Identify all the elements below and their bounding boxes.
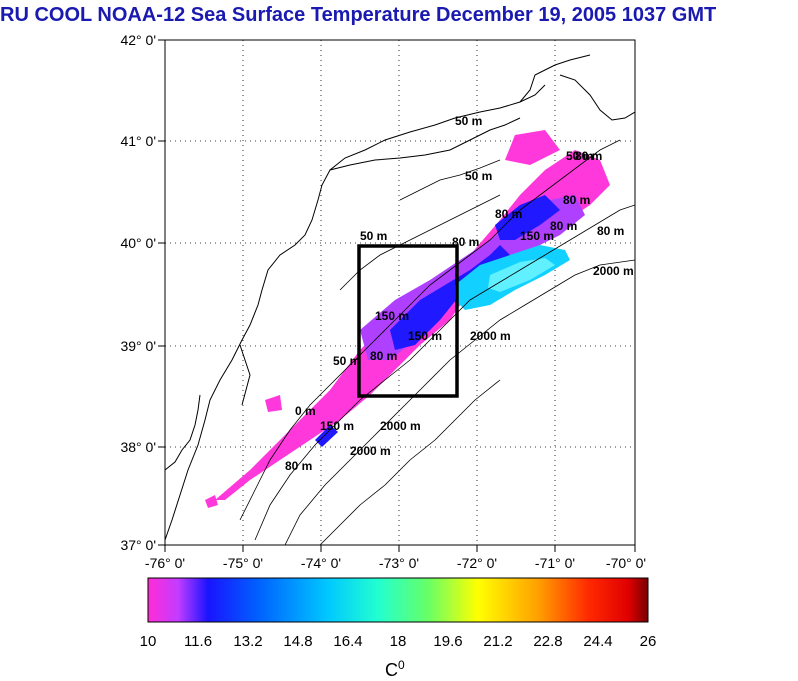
depth-label: 80 m	[563, 193, 590, 207]
lon-label: -74° 0'	[301, 555, 341, 571]
sst-data-swath	[205, 130, 610, 508]
bathymetry-contours	[239, 139, 635, 545]
lon-label: -72° 0'	[457, 555, 497, 571]
colorbar-tick: 18	[389, 633, 407, 650]
lat-label: 42° 0'	[120, 32, 156, 48]
depth-label: 2000 m	[470, 329, 511, 343]
map-title: RU COOL NOAA-12 Sea Surface Temperature …	[0, 4, 717, 26]
colorbar-unit: C0	[385, 658, 405, 681]
latitude-labels: 42° 0' 41° 0' 40° 0' 39° 0' 38° 0' 37° 0…	[120, 32, 156, 553]
depth-label: 150 m	[520, 229, 554, 243]
colorbar	[147, 577, 649, 623]
colorbar-tick: 24.4	[583, 633, 613, 650]
depth-label: 2000 m	[593, 264, 634, 278]
colorbar-tick: 19.6	[433, 633, 463, 650]
depth-label: 50 m	[333, 354, 360, 368]
depth-label: 50 m	[455, 114, 482, 128]
depth-label: 150 m	[320, 419, 354, 433]
lon-label: -70° 0'	[606, 555, 646, 571]
depth-label: 50 m	[566, 149, 593, 163]
lat-label: 41° 0'	[120, 133, 156, 149]
depth-label: 150 m	[375, 309, 409, 323]
longitude-labels: -76° 0' -75° 0' -74° 0' -73° 0' -72° 0' …	[145, 555, 646, 571]
colorbar-tick: 16.4	[333, 633, 363, 650]
coastline	[165, 54, 635, 541]
lon-label: -73° 0'	[379, 555, 419, 571]
depth-label: 80 m	[285, 459, 312, 473]
lat-label: 37° 0'	[120, 537, 156, 553]
axis-ticks	[158, 39, 636, 552]
lat-label: 39° 0'	[120, 338, 156, 354]
colorbar-tick: 26	[639, 633, 657, 650]
colorbar-unit-sup: 0	[398, 658, 405, 672]
depth-label: 2000 m	[380, 419, 421, 433]
colorbar-tick: 13.2	[233, 633, 263, 650]
depth-label: 80 m	[550, 219, 577, 233]
depth-label: 80 m	[495, 207, 522, 221]
lon-label: -76° 0'	[145, 555, 185, 571]
colorbar-tick: 22.8	[533, 633, 563, 650]
colorbar-unit-text: C	[385, 660, 398, 680]
lat-label: 40° 0'	[120, 235, 156, 251]
lon-label: -75° 0'	[223, 555, 263, 571]
depth-label: 80 m	[452, 235, 479, 249]
lat-label: 38° 0'	[120, 439, 156, 455]
depth-label: 80 m	[370, 349, 397, 363]
colorbar-tick: 14.8	[283, 633, 313, 650]
colorbar-tick: 11.6	[183, 633, 213, 650]
depth-label: 50 m	[360, 229, 387, 243]
colorbar-tick: 21.2	[483, 633, 513, 650]
depth-label: 2000 m	[350, 444, 391, 458]
lon-label: -71° 0'	[535, 555, 575, 571]
depth-labels: 50 m 50 m 80 m 80 m 80 m 80 m 150 m 2000…	[285, 114, 634, 473]
depth-label: 80 m	[575, 149, 602, 163]
depth-label: 0 m	[295, 404, 316, 418]
colorbar-tick: 10	[139, 633, 157, 650]
depth-label: 150 m	[408, 329, 442, 343]
depth-label: 80 m	[597, 224, 624, 238]
study-area-box	[357, 244, 459, 398]
depth-label: 50 m	[465, 169, 492, 183]
map-frame	[164, 39, 636, 546]
